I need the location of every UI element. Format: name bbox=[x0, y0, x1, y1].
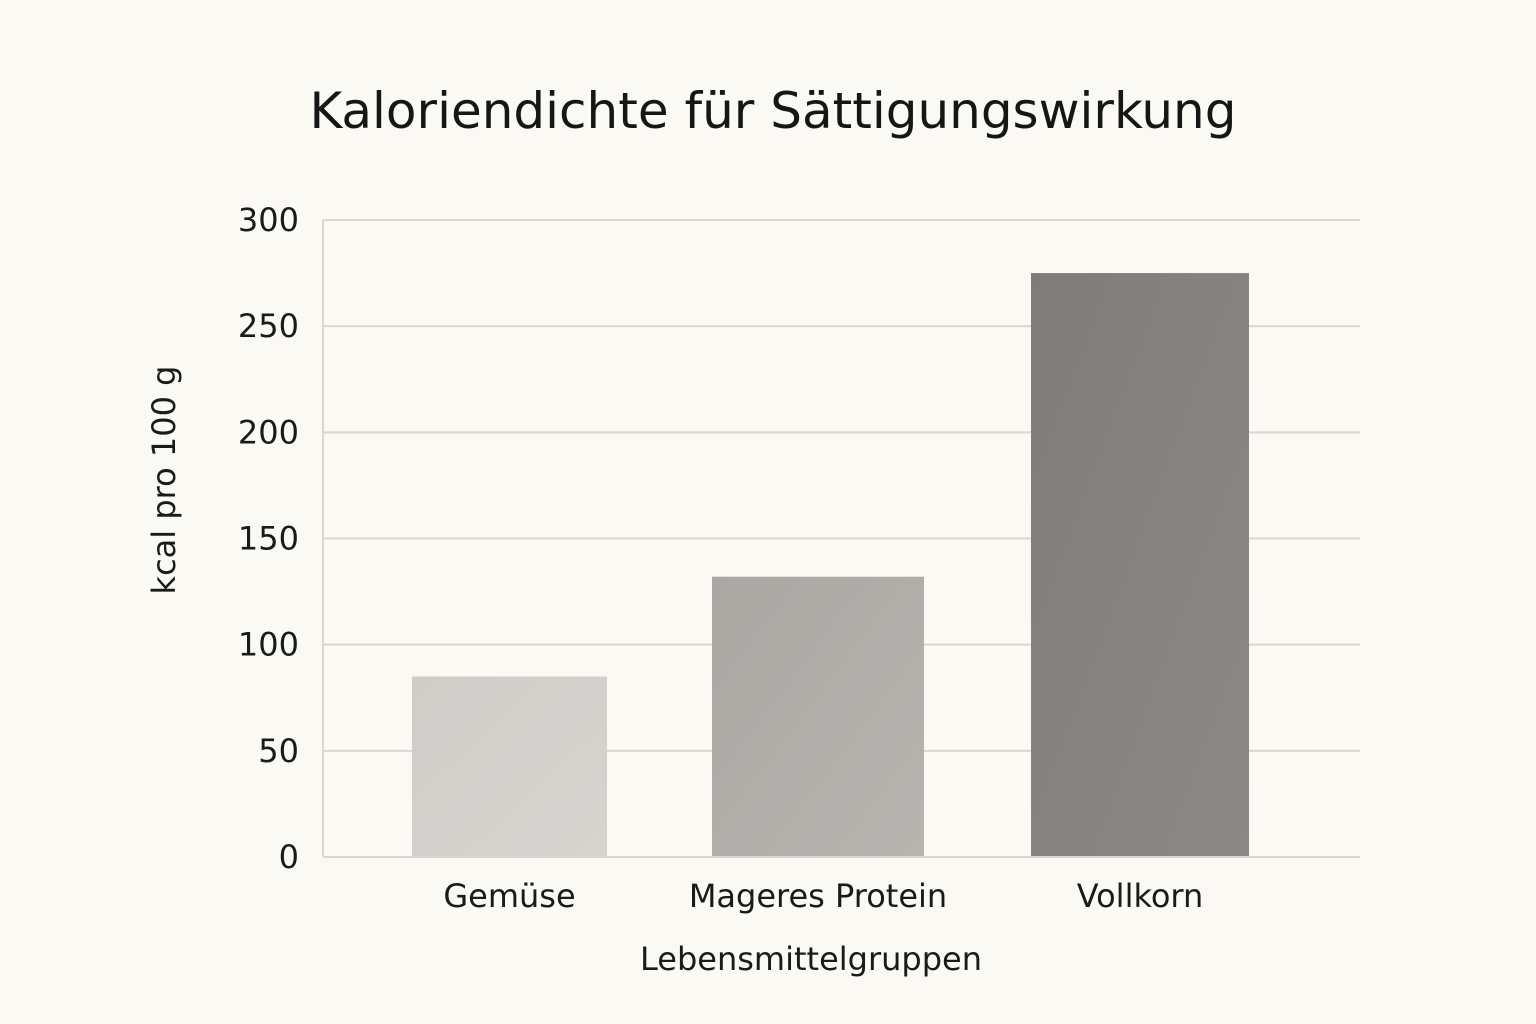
bar bbox=[712, 576, 924, 857]
bar bbox=[1031, 273, 1249, 857]
y-axis-ticks: 0 50 100 150 200 250 300 bbox=[238, 201, 299, 876]
y-tick-label: 100 bbox=[238, 626, 299, 664]
chart-title: Kaloriendichte für Sättigungswirkung bbox=[309, 82, 1236, 140]
y-tick-label: 200 bbox=[238, 413, 299, 451]
x-category-label: Gemüse bbox=[443, 877, 575, 915]
bars bbox=[412, 273, 1249, 857]
bar bbox=[412, 676, 607, 857]
x-category-label: Mageres Protein bbox=[689, 877, 947, 915]
x-category-label: Vollkorn bbox=[1077, 877, 1204, 915]
y-tick-label: 250 bbox=[238, 307, 299, 345]
y-tick-label: 150 bbox=[238, 520, 299, 558]
y-tick-label: 300 bbox=[238, 201, 299, 239]
x-axis-categories: Gemüse Mageres Protein Vollkorn bbox=[443, 877, 1203, 915]
y-tick-label: 50 bbox=[258, 732, 299, 770]
x-axis-label: Lebensmittelgruppen bbox=[640, 940, 982, 978]
y-tick-label: 0 bbox=[279, 838, 299, 876]
y-axis-label: kcal pro 100 g bbox=[145, 366, 183, 595]
